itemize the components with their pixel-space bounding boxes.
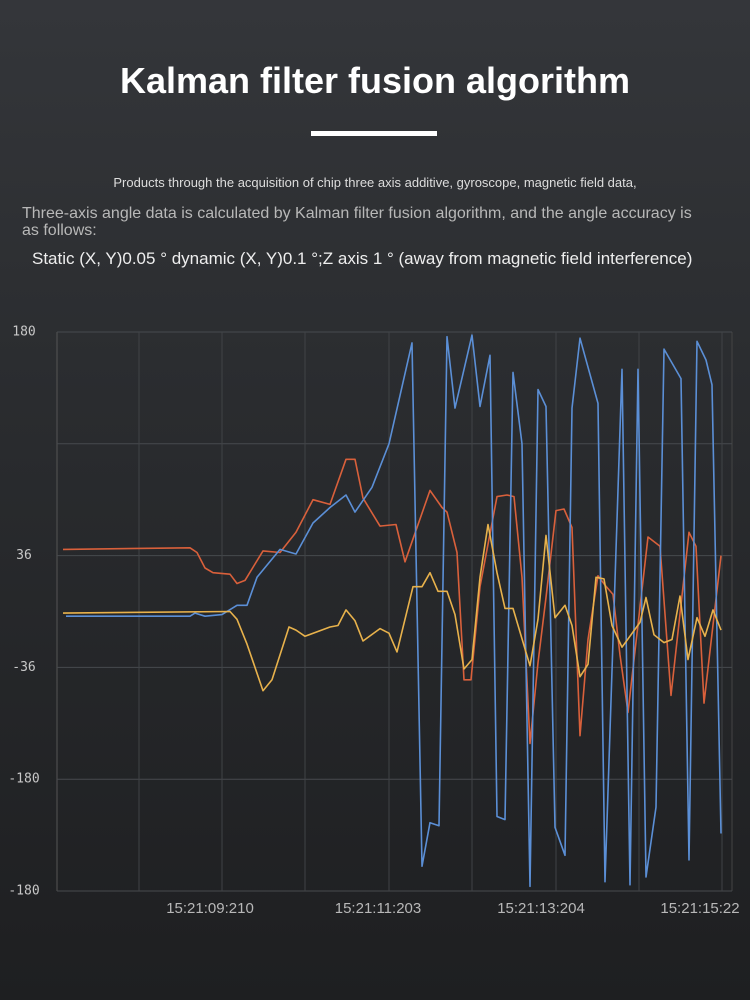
y-tick-label: -180	[8, 772, 39, 787]
description-line: Products through the acquisition of chip…	[113, 175, 637, 190]
y-tick-label: -180	[8, 884, 39, 899]
title-underline	[311, 131, 437, 136]
page-title: Kalman filter fusion algorithm	[119, 60, 631, 101]
data-line	[62, 458, 722, 745]
x-tick-label: 15:21:11:203	[335, 900, 421, 917]
y-tick-label: -36	[12, 660, 35, 675]
data-line	[62, 523, 722, 692]
x-tick-label: 15:21:09:210	[166, 900, 254, 917]
x-tick-label: 15:21:13:204	[497, 900, 585, 917]
data-line	[66, 334, 722, 888]
y-tick-label: 180	[12, 325, 35, 340]
y-tick-label: 36	[16, 548, 32, 563]
x-tick-label: 15:21:15:22	[660, 900, 739, 917]
accuracy-line: Static (X, Y)0.05 ° dynamic (X, Y)0.1 °;…	[32, 249, 693, 268]
description-line: Three-axis angle data is calculated by K…	[22, 205, 692, 239]
